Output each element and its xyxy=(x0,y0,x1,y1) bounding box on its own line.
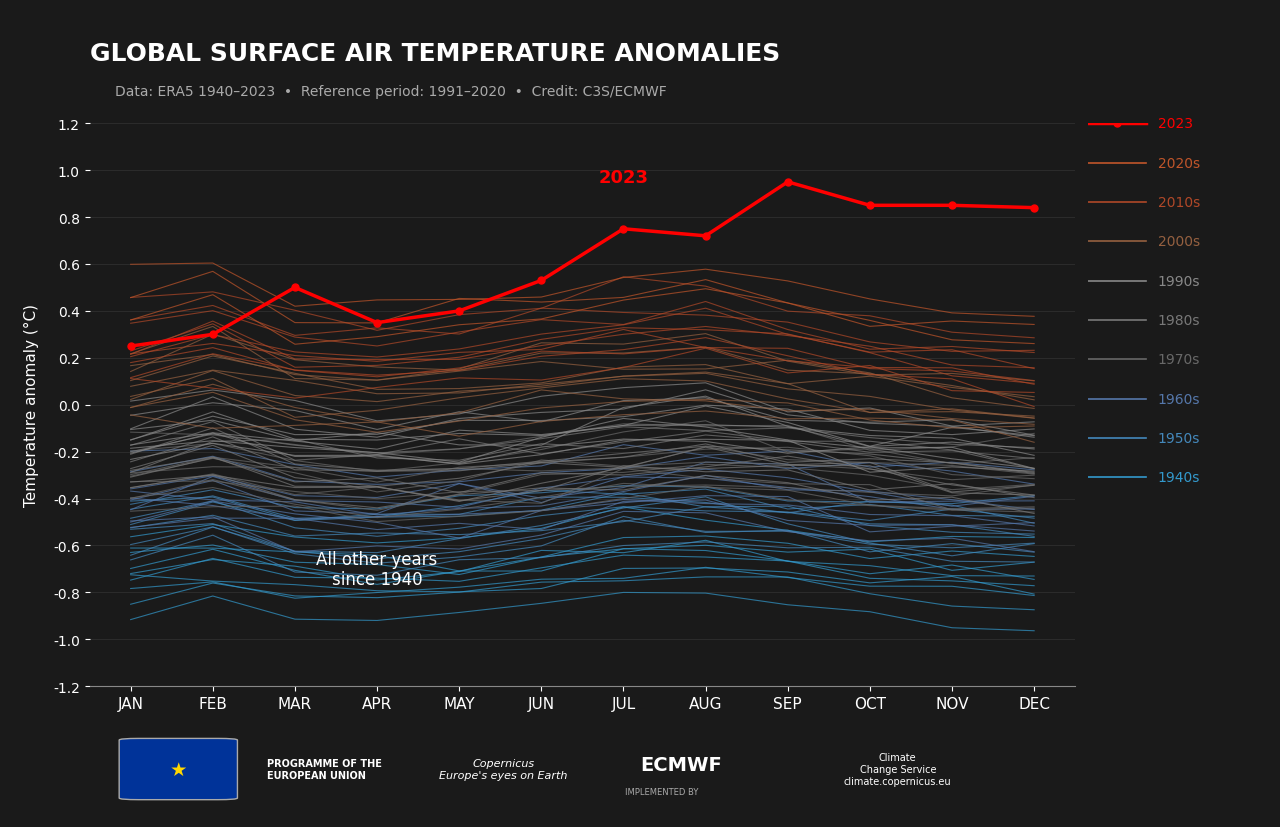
Text: 1970s: 1970s xyxy=(1158,353,1201,366)
Text: 1980s: 1980s xyxy=(1158,313,1201,327)
Text: 1960s: 1960s xyxy=(1158,392,1201,406)
Text: ★: ★ xyxy=(169,760,187,778)
Text: Data: ERA5 1940–2023  •  Reference period: 1991–2020  •  Credit: C3S/ECMWF: Data: ERA5 1940–2023 • Reference period:… xyxy=(115,85,667,99)
Text: 2023: 2023 xyxy=(599,169,649,187)
Text: 2020s: 2020s xyxy=(1158,156,1201,170)
Text: Climate
Change Service
climate.copernicus.eu: Climate Change Service climate.copernicu… xyxy=(844,753,951,786)
Text: IMPLEMENTED BY: IMPLEMENTED BY xyxy=(625,787,698,796)
FancyBboxPatch shape xyxy=(119,739,238,800)
Text: 1940s: 1940s xyxy=(1158,471,1201,485)
Text: 1990s: 1990s xyxy=(1158,275,1201,288)
Text: 2010s: 2010s xyxy=(1158,196,1201,209)
Text: PROGRAMME OF THE
EUROPEAN UNION: PROGRAMME OF THE EUROPEAN UNION xyxy=(268,758,381,780)
Text: 1950s: 1950s xyxy=(1158,432,1201,445)
Text: GLOBAL SURFACE AIR TEMPERATURE ANOMALIES: GLOBAL SURFACE AIR TEMPERATURE ANOMALIES xyxy=(90,42,780,66)
Text: ECMWF: ECMWF xyxy=(640,756,722,774)
Text: All other years
since 1940: All other years since 1940 xyxy=(316,550,438,589)
Text: Copernicus
Europe's eyes on Earth: Copernicus Europe's eyes on Earth xyxy=(439,758,568,780)
Text: 2000s: 2000s xyxy=(1158,235,1201,249)
Y-axis label: Temperature anomaly (°C): Temperature anomaly (°C) xyxy=(24,304,40,507)
Text: 2023: 2023 xyxy=(1158,117,1193,131)
